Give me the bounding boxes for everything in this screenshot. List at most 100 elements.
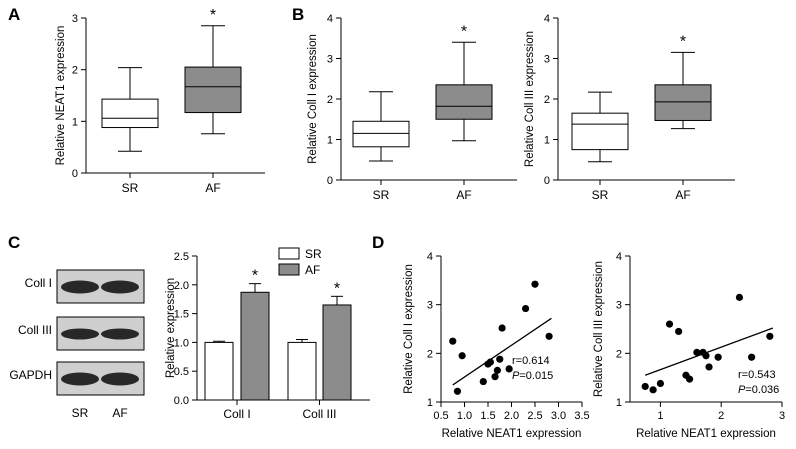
blot-band	[61, 372, 99, 386]
y-tick-label: 3	[72, 13, 78, 25]
bar-SR-Coll III	[287, 341, 317, 401]
y-tick-label: 2	[72, 65, 78, 77]
y-tick-label: 4	[427, 251, 433, 263]
box-AF	[435, 84, 493, 120]
y-tick-label: 3	[327, 54, 333, 66]
regression-line	[644, 327, 774, 376]
data-point	[545, 332, 553, 340]
blot-band	[61, 328, 99, 340]
x-category-label: AF	[675, 188, 690, 202]
data-point	[766, 332, 774, 340]
data-point	[665, 320, 674, 328]
y-tick-label: 2	[427, 348, 433, 360]
y-tick-label: 1	[544, 135, 550, 147]
legend-swatch-AF	[278, 263, 300, 276]
y-axis-label: Relative NEAT1 expression	[55, 26, 67, 166]
blot-row-label: GAPDH	[9, 368, 52, 382]
panel-label-C: C	[8, 233, 20, 252]
y-tick-label: 4	[327, 13, 333, 25]
data-point	[522, 304, 530, 313]
bar-SR-Coll I	[204, 341, 234, 401]
box-AF	[654, 84, 712, 121]
box-SR	[101, 98, 159, 129]
correlation-r: r=0.543	[738, 369, 776, 381]
y-tick-label: 3	[616, 300, 622, 312]
y-tick-label: 1	[72, 116, 78, 128]
y-tick-label: 1	[327, 135, 333, 147]
boxplot-panel-A: 0 1 2 3 Relative NEAT1 expression SR * AF	[55, 7, 265, 195]
y-axis-label: Relative Coll I expression	[403, 264, 415, 394]
y-tick-label: 2	[544, 94, 550, 106]
legend-swatch-SR	[278, 247, 300, 260]
correlation-r: r=0.614	[512, 355, 550, 367]
y-tick-label: 4	[544, 13, 550, 25]
data-point	[705, 363, 713, 371]
blot-band	[101, 372, 139, 386]
blot-band	[61, 280, 99, 294]
x-category-label: Coll I	[223, 407, 250, 421]
y-tick-label: 3	[544, 54, 550, 66]
bar-AF-Coll III	[322, 304, 352, 401]
box-SR	[571, 112, 629, 151]
y-axis-label: Relative expression	[165, 278, 177, 378]
blot-lane-label: SR	[72, 406, 89, 420]
data-point	[449, 337, 457, 345]
y-axis-label: Relative Coll I expression	[307, 34, 319, 164]
data-point	[493, 366, 501, 374]
data-point	[675, 327, 683, 336]
y-tick-label: 1.5	[174, 309, 189, 321]
data-point	[649, 386, 657, 394]
legend-label: AF	[305, 263, 320, 277]
y-tick-label: 0	[72, 168, 78, 180]
panel-label-B: B	[292, 5, 304, 24]
x-category-label: AF	[205, 181, 220, 195]
data-point	[458, 352, 466, 360]
bar-AF-Coll I	[240, 291, 270, 401]
y-tick-label: 2	[616, 348, 622, 360]
x-tick-label: 2	[718, 410, 724, 422]
x-axis-label: Relative NEAT1 expression	[636, 428, 776, 440]
x-tick-label: 0.5	[433, 410, 448, 422]
panel-label-D: D	[372, 233, 384, 252]
western-blot: Coll I Coll III GAPDH SR AF	[9, 269, 145, 420]
boxplot-panel-B2: 0 1 2 3 4 Relative Coll III expression SR * AF	[524, 13, 735, 202]
y-tick-label: 1	[427, 397, 433, 409]
data-point	[735, 293, 744, 301]
x-tick-label: 1.0	[457, 410, 472, 422]
x-tick-label: 1.5	[480, 410, 495, 422]
data-point	[486, 358, 494, 366]
y-tick-label: 2.5	[174, 251, 189, 263]
legend-label: SR	[305, 247, 322, 261]
x-tick-label: 2.0	[504, 410, 519, 422]
p-value: P=0.015	[512, 370, 553, 382]
x-tick-label: 2.5	[527, 410, 542, 422]
y-tick-label: 2	[327, 94, 333, 106]
data-point	[641, 382, 649, 391]
p-label: P	[512, 370, 520, 382]
x-category-label: AF	[456, 188, 471, 202]
data-point	[748, 353, 756, 361]
significance-marker: *	[334, 280, 340, 297]
data-point	[531, 280, 539, 288]
bar-chart-C: 0.0 0.5 1.0 1.5 2.0 2.5 Relative expression * * C…	[165, 247, 370, 421]
data-point	[498, 324, 506, 332]
boxplot-panel-B1: 0 1 2 3 4 Relative Coll I expression SR * AF	[307, 13, 517, 202]
x-category-label: SR	[373, 188, 390, 202]
data-point	[505, 365, 513, 373]
blot-band	[101, 328, 139, 340]
data-point	[496, 355, 504, 363]
p-label: P	[738, 384, 746, 396]
significance-marker: *	[680, 33, 686, 50]
data-point	[453, 387, 462, 395]
blot-row-label: Coll I	[25, 276, 52, 290]
x-tick-label: 3	[779, 410, 785, 422]
significance-marker: *	[210, 7, 216, 24]
y-tick-label: 0	[544, 175, 550, 187]
data-point	[491, 373, 499, 381]
y-axis-label: Relative Coll III expression	[593, 261, 605, 397]
blot-row-label: Coll III	[18, 323, 52, 337]
y-axis-label: Relative Coll III expression	[524, 31, 536, 167]
y-tick-label: 1.0	[174, 337, 189, 349]
